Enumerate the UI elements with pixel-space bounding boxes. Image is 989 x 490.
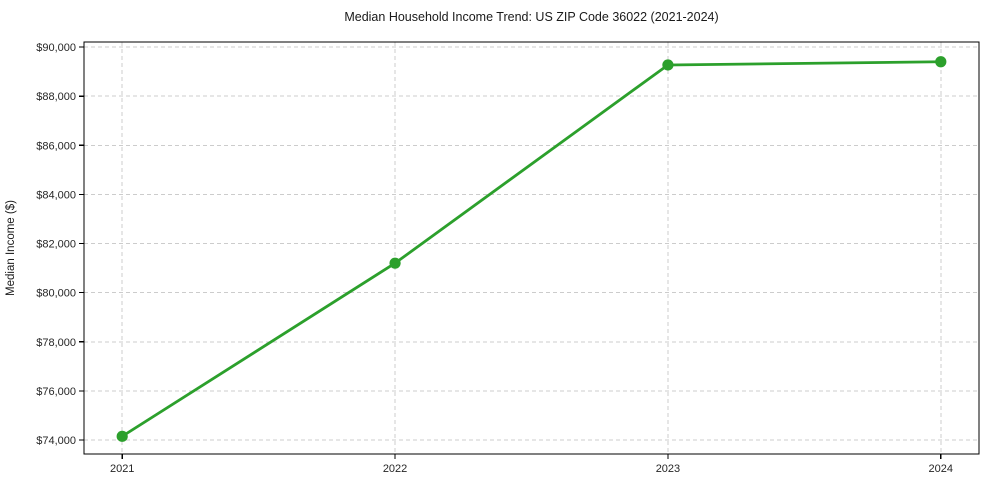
- x-tick-label: 2022: [383, 463, 407, 475]
- x-tick-label: 2024: [929, 463, 953, 475]
- chart-title: Median Household Income Trend: US ZIP Co…: [344, 10, 718, 24]
- y-axis-label: Median Income ($): [5, 200, 17, 296]
- y-tick-label: $86,000: [36, 140, 76, 152]
- y-tick-label: $78,000: [36, 337, 76, 349]
- y-tick-label: $82,000: [36, 239, 76, 251]
- gridlines: [84, 42, 979, 454]
- tick-labels: 2021 2022 2023 2024 $74,000 $76,000 $78,000 $80…: [36, 42, 953, 475]
- y-tick-label: $80,000: [36, 288, 76, 300]
- y-tick-label: $88,000: [36, 91, 76, 103]
- data-series-layer: [116, 56, 947, 442]
- plot-frame: [83, 41, 980, 455]
- data-point-marker: [116, 430, 128, 442]
- y-tick-label: $74,000: [36, 435, 76, 447]
- x-tick-label: 2021: [110, 463, 134, 475]
- axis-ticks: [79, 46, 942, 459]
- data-point-marker: [935, 56, 947, 68]
- x-tick-label: 2023: [656, 463, 680, 475]
- axes-frame: [83, 41, 980, 455]
- series-line: [120, 60, 943, 438]
- data-point-marker: [389, 257, 401, 269]
- y-tick-label: $90,000: [36, 42, 76, 54]
- y-tick-label: $76,000: [36, 386, 76, 398]
- y-tick-label: $84,000: [36, 189, 76, 201]
- data-point-marker: [662, 59, 674, 71]
